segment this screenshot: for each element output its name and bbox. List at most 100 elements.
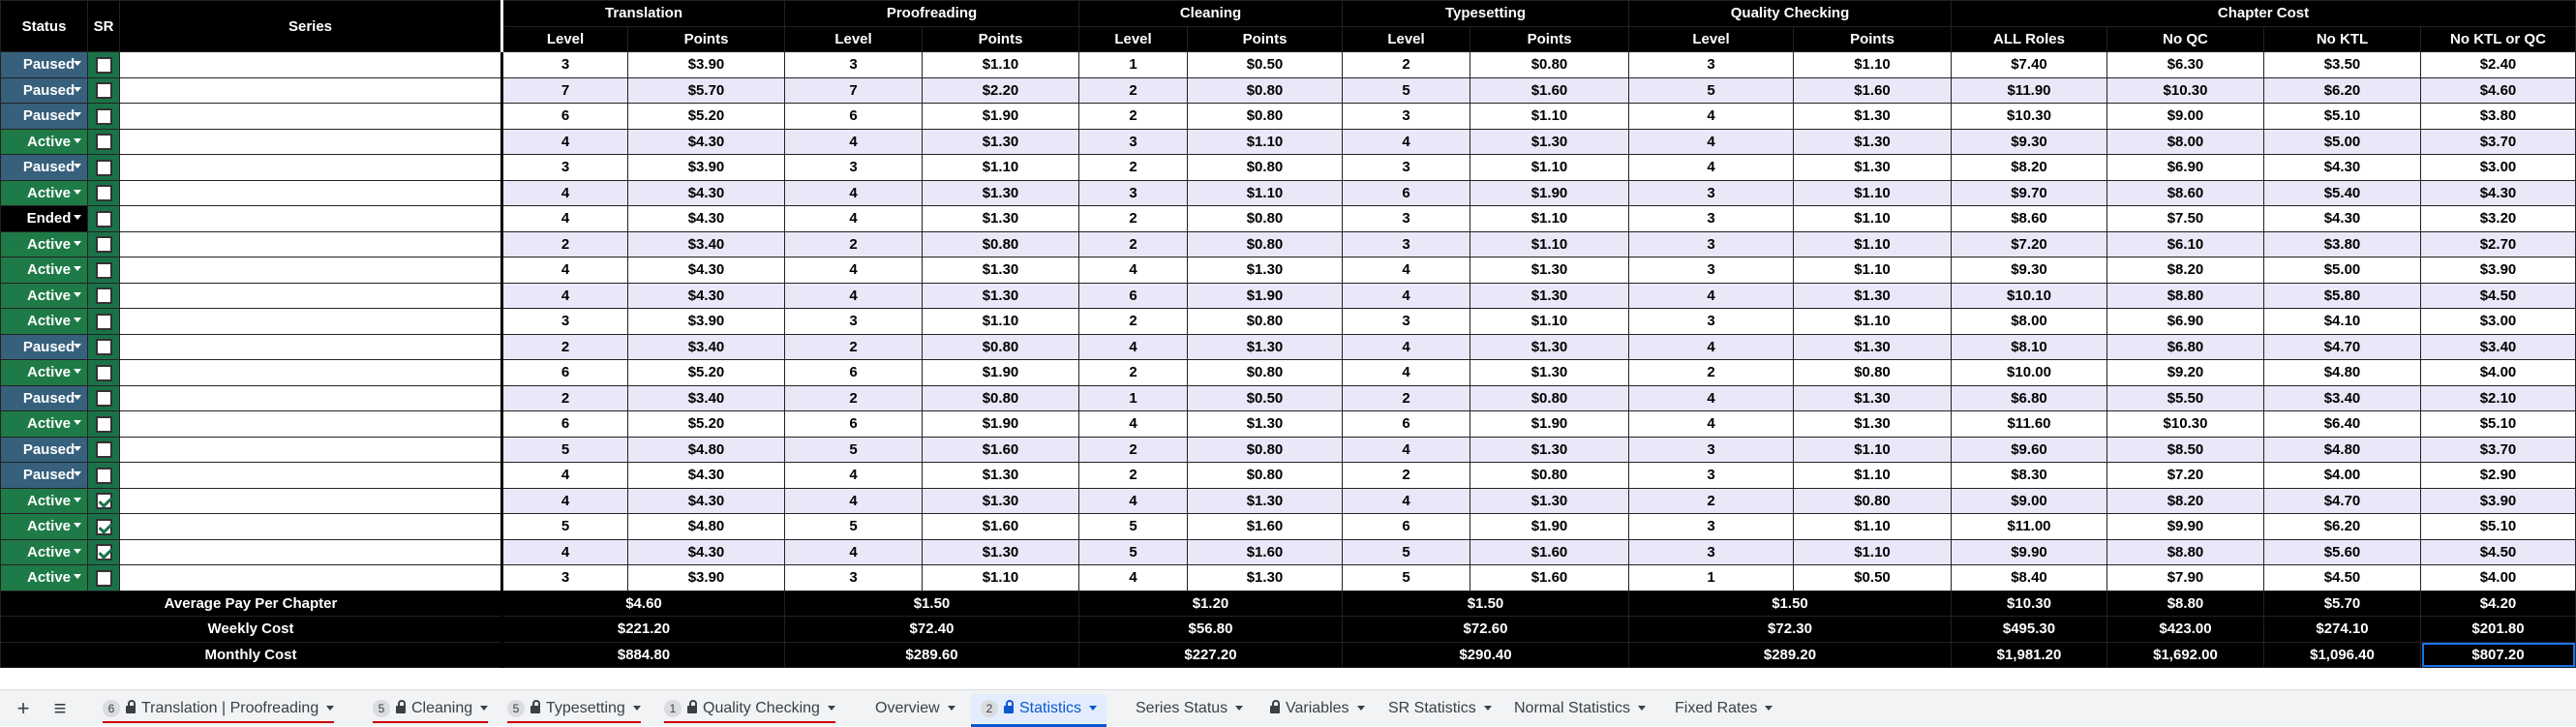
status-dropdown[interactable]: Active (0, 538, 88, 565)
value-cell[interactable]: $1.10 (1793, 179, 1952, 206)
value-cell[interactable]: $0.80 (1187, 230, 1343, 257)
value-cell[interactable]: 6 (784, 359, 923, 386)
value-cell[interactable]: $0.80 (1187, 205, 1343, 232)
value-cell[interactable]: $4.30 (627, 179, 785, 206)
value-cell[interactable]: $0.80 (1187, 359, 1343, 386)
series-cell[interactable] (119, 76, 502, 104)
sr-checkbox[interactable] (95, 467, 112, 484)
value-cell[interactable]: $1.30 (1187, 333, 1343, 360)
sr-checkbox[interactable] (95, 313, 112, 330)
value-cell[interactable]: 5 (784, 436, 923, 463)
series-cell[interactable] (119, 257, 502, 284)
value-cell[interactable]: $1.30 (1187, 410, 1343, 438)
value-cell[interactable]: $1.60 (1187, 538, 1343, 565)
value-cell[interactable]: 5 (1342, 564, 1470, 591)
value-cell[interactable]: $3.50 (2263, 51, 2421, 78)
value-cell[interactable]: $1.90 (922, 103, 1079, 130)
series-cell[interactable] (119, 462, 502, 489)
value-cell[interactable]: $1.10 (1470, 154, 1629, 181)
value-cell[interactable]: 4 (784, 257, 923, 284)
value-cell[interactable]: $3.40 (2263, 384, 2421, 411)
sr-checkbox[interactable] (95, 159, 112, 176)
value-cell[interactable]: 4 (1628, 333, 1794, 360)
value-cell[interactable]: 3 (784, 51, 923, 78)
value-cell[interactable]: 6 (1342, 513, 1470, 540)
value-cell[interactable]: 4 (784, 487, 923, 514)
tab-series-status[interactable]: Series Status (1126, 694, 1253, 723)
value-cell[interactable]: 2 (1078, 359, 1188, 386)
sr-checkbox[interactable] (95, 288, 112, 305)
value-cell[interactable]: 3 (1628, 538, 1794, 565)
value-cell[interactable]: $1.30 (1793, 410, 1952, 438)
value-cell[interactable]: 3 (1342, 205, 1470, 232)
value-cell[interactable]: $1.30 (1470, 487, 1629, 514)
value-cell[interactable]: $0.80 (1793, 359, 1952, 386)
value-cell[interactable]: $0.80 (1187, 436, 1343, 463)
value-cell[interactable]: 1 (1078, 51, 1188, 78)
value-cell[interactable]: $8.80 (2106, 538, 2264, 565)
value-cell[interactable]: $1.60 (1793, 76, 1952, 104)
tab-overview[interactable]: Overview (865, 694, 965, 723)
value-cell[interactable]: $5.70 (627, 76, 785, 104)
value-cell[interactable]: 5 (500, 513, 628, 540)
value-cell[interactable]: 5 (1078, 538, 1188, 565)
value-cell[interactable]: $4.50 (2263, 564, 2421, 591)
value-cell[interactable]: $1.10 (1793, 538, 1952, 565)
value-cell[interactable]: $0.80 (1470, 384, 1629, 411)
value-cell[interactable]: $4.50 (2420, 538, 2576, 565)
value-cell[interactable]: 4 (1078, 333, 1188, 360)
value-cell[interactable]: $7.40 (1951, 51, 2107, 78)
value-cell[interactable]: $1.90 (1470, 179, 1629, 206)
summary-value[interactable]: $1.50 (1342, 590, 1629, 617)
status-dropdown[interactable]: Active (0, 564, 88, 591)
value-cell[interactable]: $1.90 (922, 359, 1079, 386)
value-cell[interactable]: $3.40 (627, 384, 785, 411)
summary-value[interactable]: $1.50 (784, 590, 1079, 617)
summary-value[interactable]: $72.30 (1628, 616, 1952, 643)
series-cell[interactable] (119, 564, 502, 591)
tab-fixed-rates[interactable]: Fixed Rates (1665, 694, 1782, 723)
value-cell[interactable]: $1.30 (1470, 282, 1629, 309)
value-cell[interactable]: $0.50 (1187, 384, 1343, 411)
summary-value[interactable]: $274.10 (2263, 616, 2421, 643)
value-cell[interactable]: $10.10 (1951, 282, 2107, 309)
value-cell[interactable]: $3.00 (2420, 308, 2576, 335)
value-cell[interactable]: 4 (500, 205, 628, 232)
value-cell[interactable]: $9.30 (1951, 257, 2107, 284)
value-cell[interactable]: $7.90 (2106, 564, 2264, 591)
value-cell[interactable]: $11.00 (1951, 513, 2107, 540)
sr-checkbox[interactable] (95, 569, 112, 587)
value-cell[interactable]: $1.30 (922, 538, 1079, 565)
summary-value[interactable]: $1,981.20 (1951, 641, 2107, 668)
value-cell[interactable]: 4 (1078, 410, 1188, 438)
value-cell[interactable]: 4 (500, 462, 628, 489)
value-cell[interactable]: $4.10 (2263, 308, 2421, 335)
sr-checkbox[interactable] (95, 493, 112, 510)
value-cell[interactable]: $8.60 (2106, 179, 2264, 206)
value-cell[interactable]: $6.20 (2263, 76, 2421, 104)
value-cell[interactable]: $1.10 (1793, 51, 1952, 78)
tab-typesetting[interactable]: 5 Typesetting (498, 694, 651, 723)
summary-value[interactable]: $10.30 (1951, 590, 2107, 617)
value-cell[interactable]: $5.00 (2263, 128, 2421, 155)
value-cell[interactable]: $0.50 (1793, 564, 1952, 591)
value-cell[interactable]: $1.10 (1793, 436, 1952, 463)
value-cell[interactable]: $1.90 (1470, 513, 1629, 540)
series-cell[interactable] (119, 487, 502, 514)
value-cell[interactable]: 3 (1342, 103, 1470, 130)
value-cell[interactable]: $9.70 (1951, 179, 2107, 206)
sr-checkbox[interactable] (95, 261, 112, 279)
sr-checkbox[interactable] (95, 441, 112, 459)
value-cell[interactable]: 4 (1342, 333, 1470, 360)
value-cell[interactable]: $0.80 (1187, 308, 1343, 335)
value-cell[interactable]: 4 (1342, 487, 1470, 514)
value-cell[interactable]: $1.90 (1470, 410, 1629, 438)
value-cell[interactable]: $1.30 (1470, 436, 1629, 463)
value-cell[interactable]: $8.80 (2106, 282, 2264, 309)
value-cell[interactable]: $3.70 (2420, 128, 2576, 155)
value-cell[interactable]: $1.90 (1187, 282, 1343, 309)
value-cell[interactable]: $1.30 (1793, 384, 1952, 411)
tab-translation-proofreading[interactable]: 6 Translation | Proofreading (93, 694, 344, 723)
value-cell[interactable]: $8.20 (2106, 257, 2264, 284)
value-cell[interactable]: 2 (784, 333, 923, 360)
